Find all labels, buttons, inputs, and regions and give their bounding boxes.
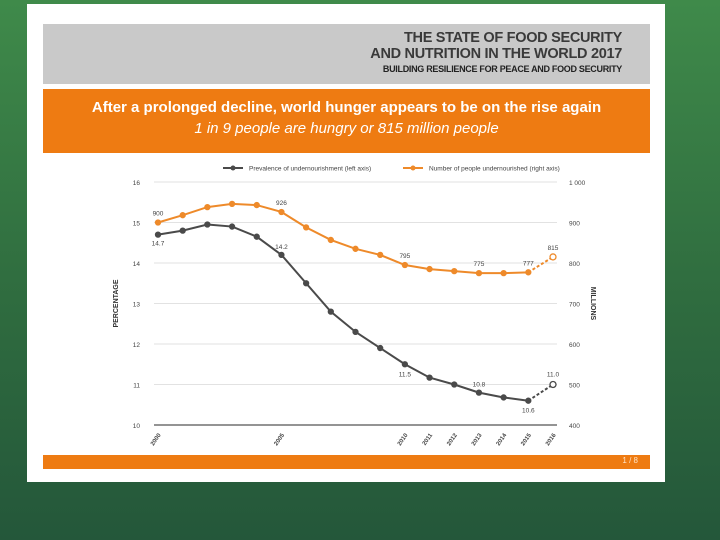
- data-label: 926: [276, 200, 287, 207]
- series-projection-line: [527, 383, 554, 402]
- x-tick-label: 2012: [446, 432, 459, 447]
- report-title-line-1: THE STATE OF FOOD SECURITY: [403, 30, 622, 46]
- data-point: [302, 280, 310, 287]
- data-point: [352, 328, 359, 336]
- data-labels: 14.7 14.2 11.5 10.8 10.6 11.0 900 926 795 775 777 8…: [152, 200, 560, 415]
- left-axis-title: PERCENTAGE: [113, 279, 120, 327]
- legend-label: Number of people undernourished (right a…: [429, 166, 560, 173]
- grid: [154, 181, 557, 426]
- left-tick-label: 13: [133, 302, 141, 309]
- right-tick-label: 600: [569, 342, 580, 349]
- report-header: THE STATE OF FOOD SECURITY AND NUTRITION…: [43, 24, 650, 84]
- data-label: 777: [523, 260, 534, 267]
- data-point: [377, 344, 384, 352]
- data-point: [253, 201, 260, 209]
- series: [154, 200, 557, 404]
- x-tick-label: 2005: [273, 432, 286, 447]
- data-point: [475, 389, 483, 396]
- series-line: [157, 202, 529, 275]
- data-label: 795: [399, 253, 410, 260]
- data-point: [179, 212, 186, 219]
- data-label: 775: [474, 261, 485, 268]
- data-point: [179, 227, 186, 234]
- x-tick-label: 2000: [150, 432, 163, 447]
- data-point: [327, 236, 334, 244]
- data-label: 14.7: [152, 241, 165, 248]
- data-point: [525, 269, 532, 276]
- legend: Prevalence of undernourishment (left axi…: [223, 165, 560, 173]
- legend-entry: Number of people undernourished (right a…: [403, 165, 560, 173]
- data-label: 815: [548, 245, 559, 252]
- data-point: [525, 397, 532, 404]
- right-tick-label: 700: [569, 302, 580, 309]
- data-point: [278, 208, 285, 216]
- right-tick-label: 500: [569, 383, 580, 390]
- data-point: [204, 221, 211, 228]
- data-point: [475, 269, 483, 277]
- left-tick-label: 11: [133, 383, 140, 390]
- data-label: 10.8: [473, 382, 486, 389]
- right-axis-title: MILLIONS: [589, 287, 596, 321]
- headline-subtitle: 1 in 9 people are hungry or 815 million …: [194, 120, 499, 137]
- legend-label: Prevalence of undernourishment (left axi…: [249, 166, 371, 173]
- legend-marker: [230, 165, 236, 171]
- data-label: 11.0: [547, 372, 560, 379]
- right-tick-label: 800: [569, 261, 580, 268]
- data-point: [154, 231, 162, 238]
- data-point: [401, 361, 409, 368]
- x-tick-label: 2014: [496, 432, 509, 447]
- series-line: [157, 223, 529, 402]
- slide: THE STATE OF FOOD SECURITY AND NUTRITION…: [27, 4, 665, 482]
- legend-marker: [410, 165, 416, 171]
- data-label: 11.5: [399, 371, 412, 378]
- data-point: [228, 223, 236, 230]
- data-point: [327, 308, 334, 315]
- data-label: 10.6: [522, 408, 535, 415]
- legend-entry: Prevalence of undernourishment (left axi…: [223, 165, 371, 173]
- data-point: [302, 224, 310, 231]
- data-point: [204, 203, 211, 211]
- page-number: 1 / 8: [622, 456, 638, 465]
- data-point: [549, 380, 557, 389]
- data-point: [500, 269, 507, 277]
- x-tick-label: 2013: [471, 432, 484, 447]
- right-tick-label: 900: [569, 221, 580, 228]
- left-tick-label: 14: [133, 261, 141, 268]
- right-tick-label: 400: [569, 423, 580, 430]
- left-tick-label: 16: [133, 180, 141, 187]
- hunger-line-chart: 10 400 11 500 12 600 13 700 14 800 15 900 16 1 000 PER…: [113, 165, 596, 447]
- footer-bar: 1 / 8: [43, 455, 650, 469]
- data-point: [278, 251, 285, 259]
- left-tick-label: 12: [133, 342, 141, 349]
- data-label: 900: [153, 211, 164, 218]
- data-point: [352, 245, 359, 252]
- right-tick-label: 1 000: [569, 180, 586, 187]
- headline-banner: After a prolonged decline, world hunger …: [43, 89, 650, 153]
- x-tick-label: 2015: [520, 432, 533, 447]
- data-point: [426, 265, 433, 273]
- data-label: 14.2: [275, 244, 288, 251]
- x-tick-label: 2016: [545, 432, 558, 447]
- x-tick-label: 2011: [422, 432, 435, 447]
- data-point: [228, 200, 236, 208]
- data-point: [426, 374, 433, 381]
- x-tick-label: 2010: [397, 432, 410, 447]
- report-title-line-2: AND NUTRITION IN THE WORLD 2017: [370, 46, 622, 62]
- data-point: [500, 394, 507, 401]
- report-subtitle: BUILDING RESILIENCE FOR PEACE AND FOOD S…: [382, 64, 622, 74]
- data-point: [401, 261, 409, 269]
- data-point: [451, 381, 458, 388]
- left-tick-label: 10: [133, 423, 141, 430]
- data-point: [253, 233, 260, 240]
- data-point: [154, 219, 162, 226]
- headline-title: After a prolonged decline, world hunger …: [91, 99, 602, 116]
- data-point: [549, 253, 557, 261]
- data-point: [377, 251, 384, 259]
- left-tick-label: 15: [133, 221, 141, 228]
- data-point: [451, 267, 458, 275]
